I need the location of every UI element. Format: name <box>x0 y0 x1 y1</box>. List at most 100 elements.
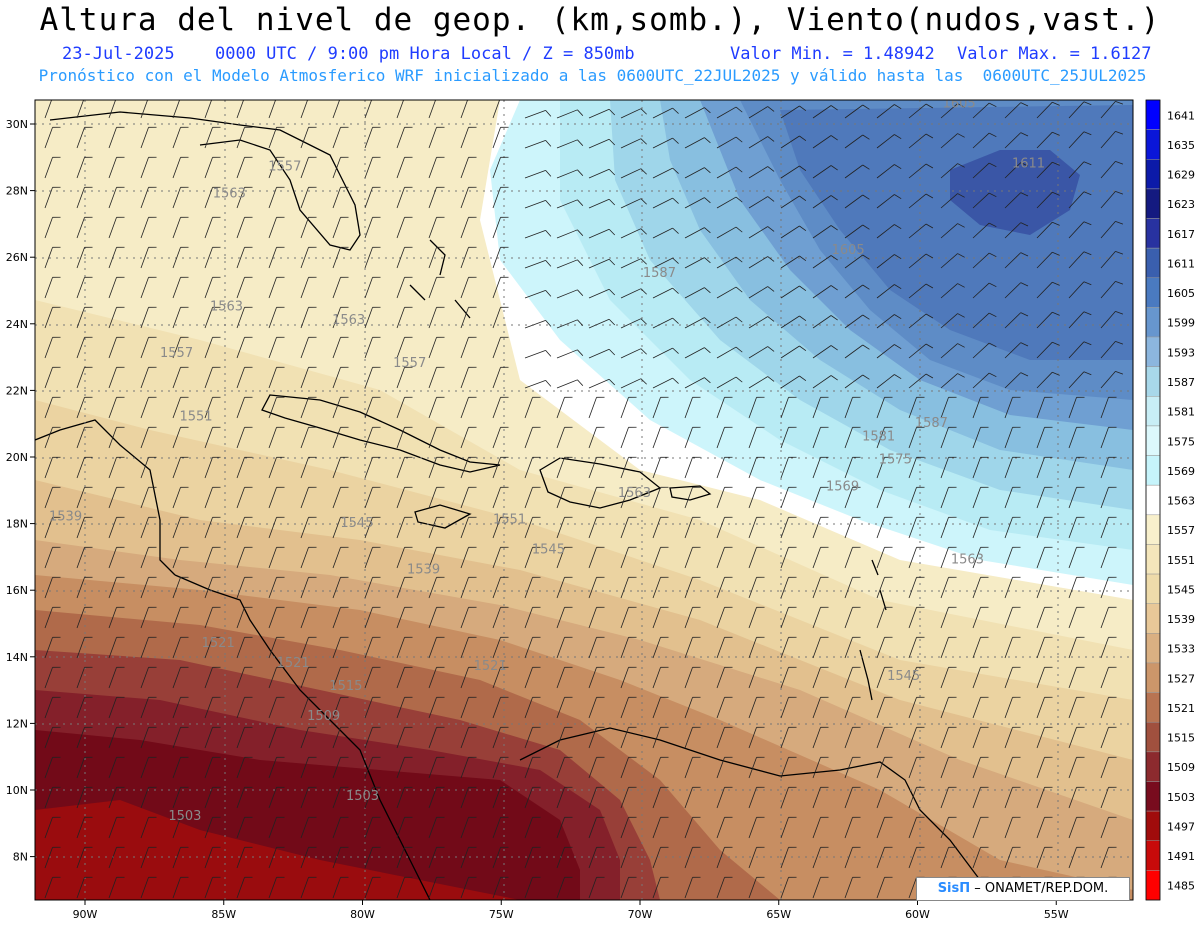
wind-barb <box>1100 311 1124 329</box>
wind-barb <box>652 456 669 479</box>
lat-label: 24N <box>6 318 28 331</box>
colorbar-label: 1533 <box>1167 643 1195 656</box>
wind-barb <box>76 696 93 719</box>
wind-barb <box>940 636 957 659</box>
wind-barb <box>1100 221 1124 239</box>
wind-barb <box>364 576 381 599</box>
wind-barb <box>588 168 616 179</box>
colorbar-label: 1527 <box>1167 672 1195 685</box>
wind-barb <box>492 276 509 299</box>
wind-barb <box>364 756 381 779</box>
colorbar-swatch <box>1145 544 1161 575</box>
wind-barb <box>108 366 125 389</box>
wind-barb <box>236 516 253 539</box>
wind-barb <box>364 456 381 479</box>
wind-barb <box>588 138 616 149</box>
wind-barb <box>44 276 61 299</box>
colorbar-swatch <box>1145 573 1161 604</box>
latitude-labels: 30N 28N 26N 24N 22N 20N 18N 16N 14N 12N 10N 8N <box>6 118 35 864</box>
wind-barb <box>716 376 743 389</box>
wind-barb <box>364 816 381 839</box>
wind-barb <box>108 216 125 239</box>
wind-barb <box>236 576 253 599</box>
wind-barb <box>1068 666 1085 689</box>
wind-barb <box>1036 371 1060 389</box>
wind-barb <box>1036 816 1053 839</box>
wind-barb <box>300 546 317 569</box>
wind-barb <box>460 516 477 539</box>
wind-barb <box>108 186 125 209</box>
wind-barb <box>620 666 637 689</box>
wind-barb <box>1036 251 1060 269</box>
wind-barb <box>844 516 861 539</box>
wind-barb <box>908 756 925 779</box>
wind-barb <box>588 876 605 899</box>
wind-barb <box>780 105 807 119</box>
wind-barb <box>556 576 573 599</box>
wind-barb <box>460 576 477 599</box>
wind-barb <box>268 100 276 119</box>
wind-barb <box>972 132 997 149</box>
wind-barb <box>588 726 605 749</box>
wind-barb <box>716 696 733 719</box>
wind-barb <box>108 396 125 419</box>
wind-barb <box>236 786 253 809</box>
wind-barb <box>748 226 775 239</box>
wind-barb <box>268 216 285 239</box>
wind-barb <box>300 276 317 299</box>
wind-barb <box>140 246 157 269</box>
wind-barb <box>524 696 541 719</box>
wind-barb <box>620 426 637 449</box>
wind-barb <box>684 636 701 659</box>
wind-barb <box>204 786 221 809</box>
wind-barb <box>812 726 829 749</box>
wind-barb <box>652 546 669 569</box>
wind-barb <box>1004 426 1021 449</box>
wind-barb <box>1004 576 1021 599</box>
wind-barb <box>684 257 711 269</box>
wind-barb <box>332 666 349 689</box>
wind-barb <box>940 396 957 419</box>
lat-label: 30N <box>6 118 28 131</box>
wind-barb <box>44 426 61 449</box>
wind-barb <box>588 456 605 479</box>
wind-barb <box>748 196 775 209</box>
wind-barb <box>812 255 838 269</box>
wind-barb <box>812 846 829 869</box>
wind-barb <box>748 376 775 389</box>
colorbar-swatch <box>1145 781 1161 812</box>
colorbar-label: 1611 <box>1167 257 1195 270</box>
wind-barb <box>620 576 637 599</box>
wind-barb <box>44 696 61 719</box>
wind-barb <box>460 100 468 119</box>
credit-box: SisΠ – ONAMET/REP.DOM. <box>916 877 1130 901</box>
wind-barb <box>1068 786 1085 809</box>
wind-barb <box>1068 546 1085 569</box>
colorbar-swatch <box>1145 247 1161 279</box>
wind-barb <box>812 636 829 659</box>
wind-barb <box>1068 726 1085 749</box>
wind-barb <box>492 216 509 239</box>
wind-barb <box>588 198 616 209</box>
wind-barb <box>492 426 509 449</box>
colorbar-label: 1551 <box>1167 554 1195 567</box>
wind-barb <box>140 126 157 149</box>
wind-barb <box>172 726 189 749</box>
colorbar-label: 1599 <box>1167 317 1195 330</box>
wind-barb <box>844 486 861 509</box>
wind-barb <box>1100 666 1117 689</box>
wind-barb <box>716 546 733 569</box>
wind-barb <box>620 876 637 899</box>
wind-barb <box>332 606 349 629</box>
wind-barb <box>140 156 157 179</box>
wind-barb <box>1068 131 1092 149</box>
wind-barb <box>876 546 893 569</box>
colorbar-swatch <box>1145 751 1161 782</box>
lon-label: 60W <box>905 908 930 921</box>
wind-barb <box>684 756 701 779</box>
wind-barb <box>780 315 807 329</box>
wind-barb <box>460 876 477 899</box>
wind-barb <box>908 343 934 359</box>
wind-barb <box>76 726 93 749</box>
